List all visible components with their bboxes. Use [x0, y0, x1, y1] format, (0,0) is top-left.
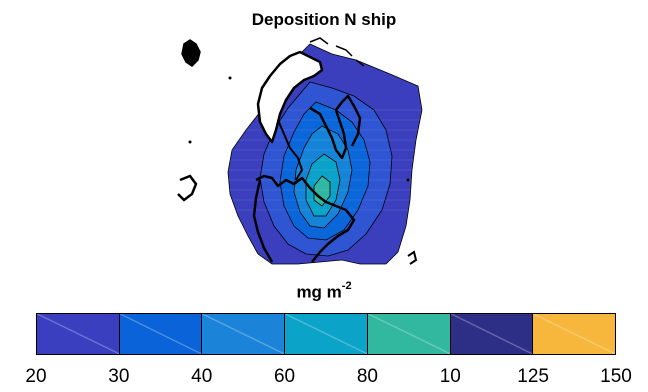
colorbar-tick-label: 80 [356, 366, 378, 387]
land-island-se [407, 250, 418, 265]
land-scandinavia [256, 50, 324, 144]
land-islands-ne [309, 37, 365, 67]
land-islet-3 [406, 178, 410, 182]
colorbar [36, 313, 616, 355]
map-title: Deposition N ship [251, 10, 397, 29]
colorbar-segment [37, 314, 120, 354]
colorbar-tick-label: 40 [191, 366, 213, 387]
land-coast-south [255, 174, 356, 263]
colorbar-tick-label: 10 [439, 366, 461, 387]
land-finland [309, 94, 362, 160]
land-island-w [177, 174, 198, 202]
colorbar-tick-label: 125 [517, 366, 549, 387]
land-islet-2 [188, 140, 192, 144]
land-island-nw [181, 39, 201, 67]
colorbar-tick-label: 20 [25, 366, 47, 387]
colorbar-segment [202, 314, 286, 354]
colorbar-segment [285, 314, 368, 354]
land-bothnia [277, 119, 303, 181]
colorbar-label: mg m-2 [296, 280, 352, 302]
colorbar-segment [533, 314, 616, 354]
land-islet-1 [228, 76, 232, 80]
colorbar-segment [119, 314, 203, 354]
colorbar-ticks: 20 30 40 60 80 10 125 150 [0, 366, 648, 390]
deposition-map [177, 37, 423, 265]
colorbar-tick-label: 150 [600, 366, 632, 387]
colorbar-segment [367, 314, 451, 354]
colorbar-tick-label: 30 [108, 366, 130, 387]
colorbar-tick-label: 60 [273, 366, 296, 387]
colorbar-segment [450, 314, 534, 354]
land-coast-west [252, 179, 274, 263]
contour-band-6 [313, 175, 331, 207]
